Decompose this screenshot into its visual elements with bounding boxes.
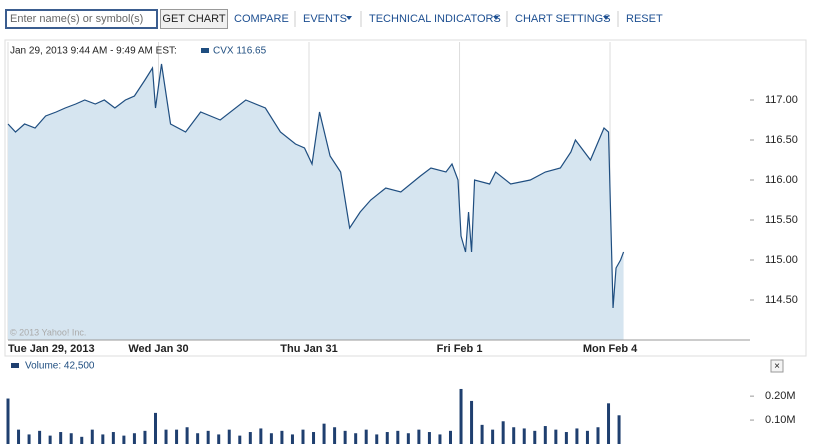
volume-bar (491, 429, 495, 444)
volume-bar (280, 430, 284, 444)
volume-bar (459, 388, 463, 444)
credit: © 2013 Yahoo! Inc. (10, 327, 86, 337)
volume-bar (564, 432, 568, 444)
symbol-input[interactable]: Enter name(s) or symbol(s) (5, 9, 158, 29)
x-tick-label: Thu Jan 31 (280, 343, 337, 355)
volume-bar (238, 435, 242, 444)
volume-bar (248, 432, 252, 444)
volume-bar (80, 436, 84, 444)
chart-frame (4, 39, 807, 357)
volume-bar (322, 423, 326, 444)
y-tick-label: 114.50 (765, 294, 798, 306)
close-icon: × (774, 361, 780, 372)
volume-bar (512, 427, 516, 444)
volume-bar (312, 432, 316, 444)
volume-bar (364, 429, 368, 444)
menu-item[interactable]: CHART SETTINGS (515, 13, 611, 25)
volume-bar (132, 433, 136, 444)
volume-bar (27, 434, 31, 444)
legend-swatch (11, 363, 19, 368)
close-button[interactable] (770, 359, 784, 373)
toolbar: Enter name(s) or symbol(s) GET CHART COM… (0, 0, 823, 36)
volume-bar (607, 403, 611, 444)
volume-bar (375, 434, 379, 444)
get-chart-button[interactable]: GET CHART (160, 9, 228, 29)
volume-bar (470, 400, 474, 444)
volume-bar (385, 432, 389, 444)
volume-bar (343, 430, 347, 444)
volume-bar (448, 430, 452, 444)
x-tick-label: Fri Feb 1 (437, 343, 483, 355)
volume-bar (101, 434, 105, 444)
volume-bar (143, 430, 147, 444)
x-tick-label: Tue Jan 29, 2013 (8, 343, 95, 355)
volume-bar (122, 435, 126, 444)
y-tick-label: 0.20M (765, 390, 796, 402)
y-tick-label: 117.00 (765, 94, 798, 106)
volume-bar (185, 427, 189, 444)
volume-bar (596, 427, 600, 444)
price-area (8, 64, 624, 340)
x-tick-label: Wed Jan 30 (128, 343, 188, 355)
volume-bar (217, 434, 221, 444)
volume-bar (533, 430, 537, 444)
y-tick-label: 115.00 (765, 254, 798, 266)
menu-item[interactable]: COMPARE (234, 13, 289, 25)
volume-bar (196, 433, 200, 444)
volume-label: Volume: 42,500 (25, 361, 95, 372)
volume-bar (575, 428, 579, 444)
legend-swatch (201, 48, 209, 53)
volume-bar (111, 432, 115, 444)
price-line (7, 63, 625, 309)
volume-bar (48, 435, 52, 444)
volume-bar (406, 433, 410, 444)
volume-bar (290, 434, 294, 444)
volume-bar (259, 428, 263, 444)
volume-bar (354, 433, 358, 444)
volume-bar (206, 430, 210, 444)
y-tick-label: 0.10M (765, 414, 796, 426)
volume-bar (69, 433, 73, 444)
volume-bar (554, 429, 558, 444)
menu-item[interactable]: RESET (626, 13, 663, 25)
volume-bar (301, 429, 305, 444)
chart-header: Jan 29, 2013 9:44 AM - 9:49 AM EST: (10, 46, 177, 57)
volume-bar (522, 428, 526, 444)
volume-bar (269, 433, 273, 444)
volume-bar (90, 429, 94, 444)
volume-bar (543, 426, 547, 444)
volume-bar (480, 424, 484, 444)
y-tick-label: 116.00 (765, 174, 798, 186)
volume-bar (438, 434, 442, 444)
volume-bar (617, 415, 621, 444)
y-tick-label: 115.50 (765, 214, 798, 226)
menu-item[interactable]: EVENTS (303, 13, 348, 25)
volume-bar (6, 398, 10, 444)
volume-bar (501, 421, 505, 444)
y-tick-label: 116.50 (765, 134, 798, 146)
volume-bar (59, 432, 63, 444)
volume-bar (585, 430, 589, 444)
volume-bar (396, 430, 400, 444)
volume-bar (175, 429, 179, 444)
volume-bar (17, 429, 21, 444)
volume-bar (38, 430, 42, 444)
x-tick-label: Mon Feb 4 (583, 343, 638, 355)
volume-bar (417, 429, 421, 444)
volume-bar (427, 432, 431, 444)
volume-bar (153, 412, 157, 444)
volume-bar (333, 427, 337, 444)
series-label: CVX 116.65 (213, 46, 267, 57)
volume-bar (227, 429, 231, 444)
menu-item[interactable]: TECHNICAL INDICATORS (369, 13, 501, 25)
volume-bar (164, 429, 168, 444)
